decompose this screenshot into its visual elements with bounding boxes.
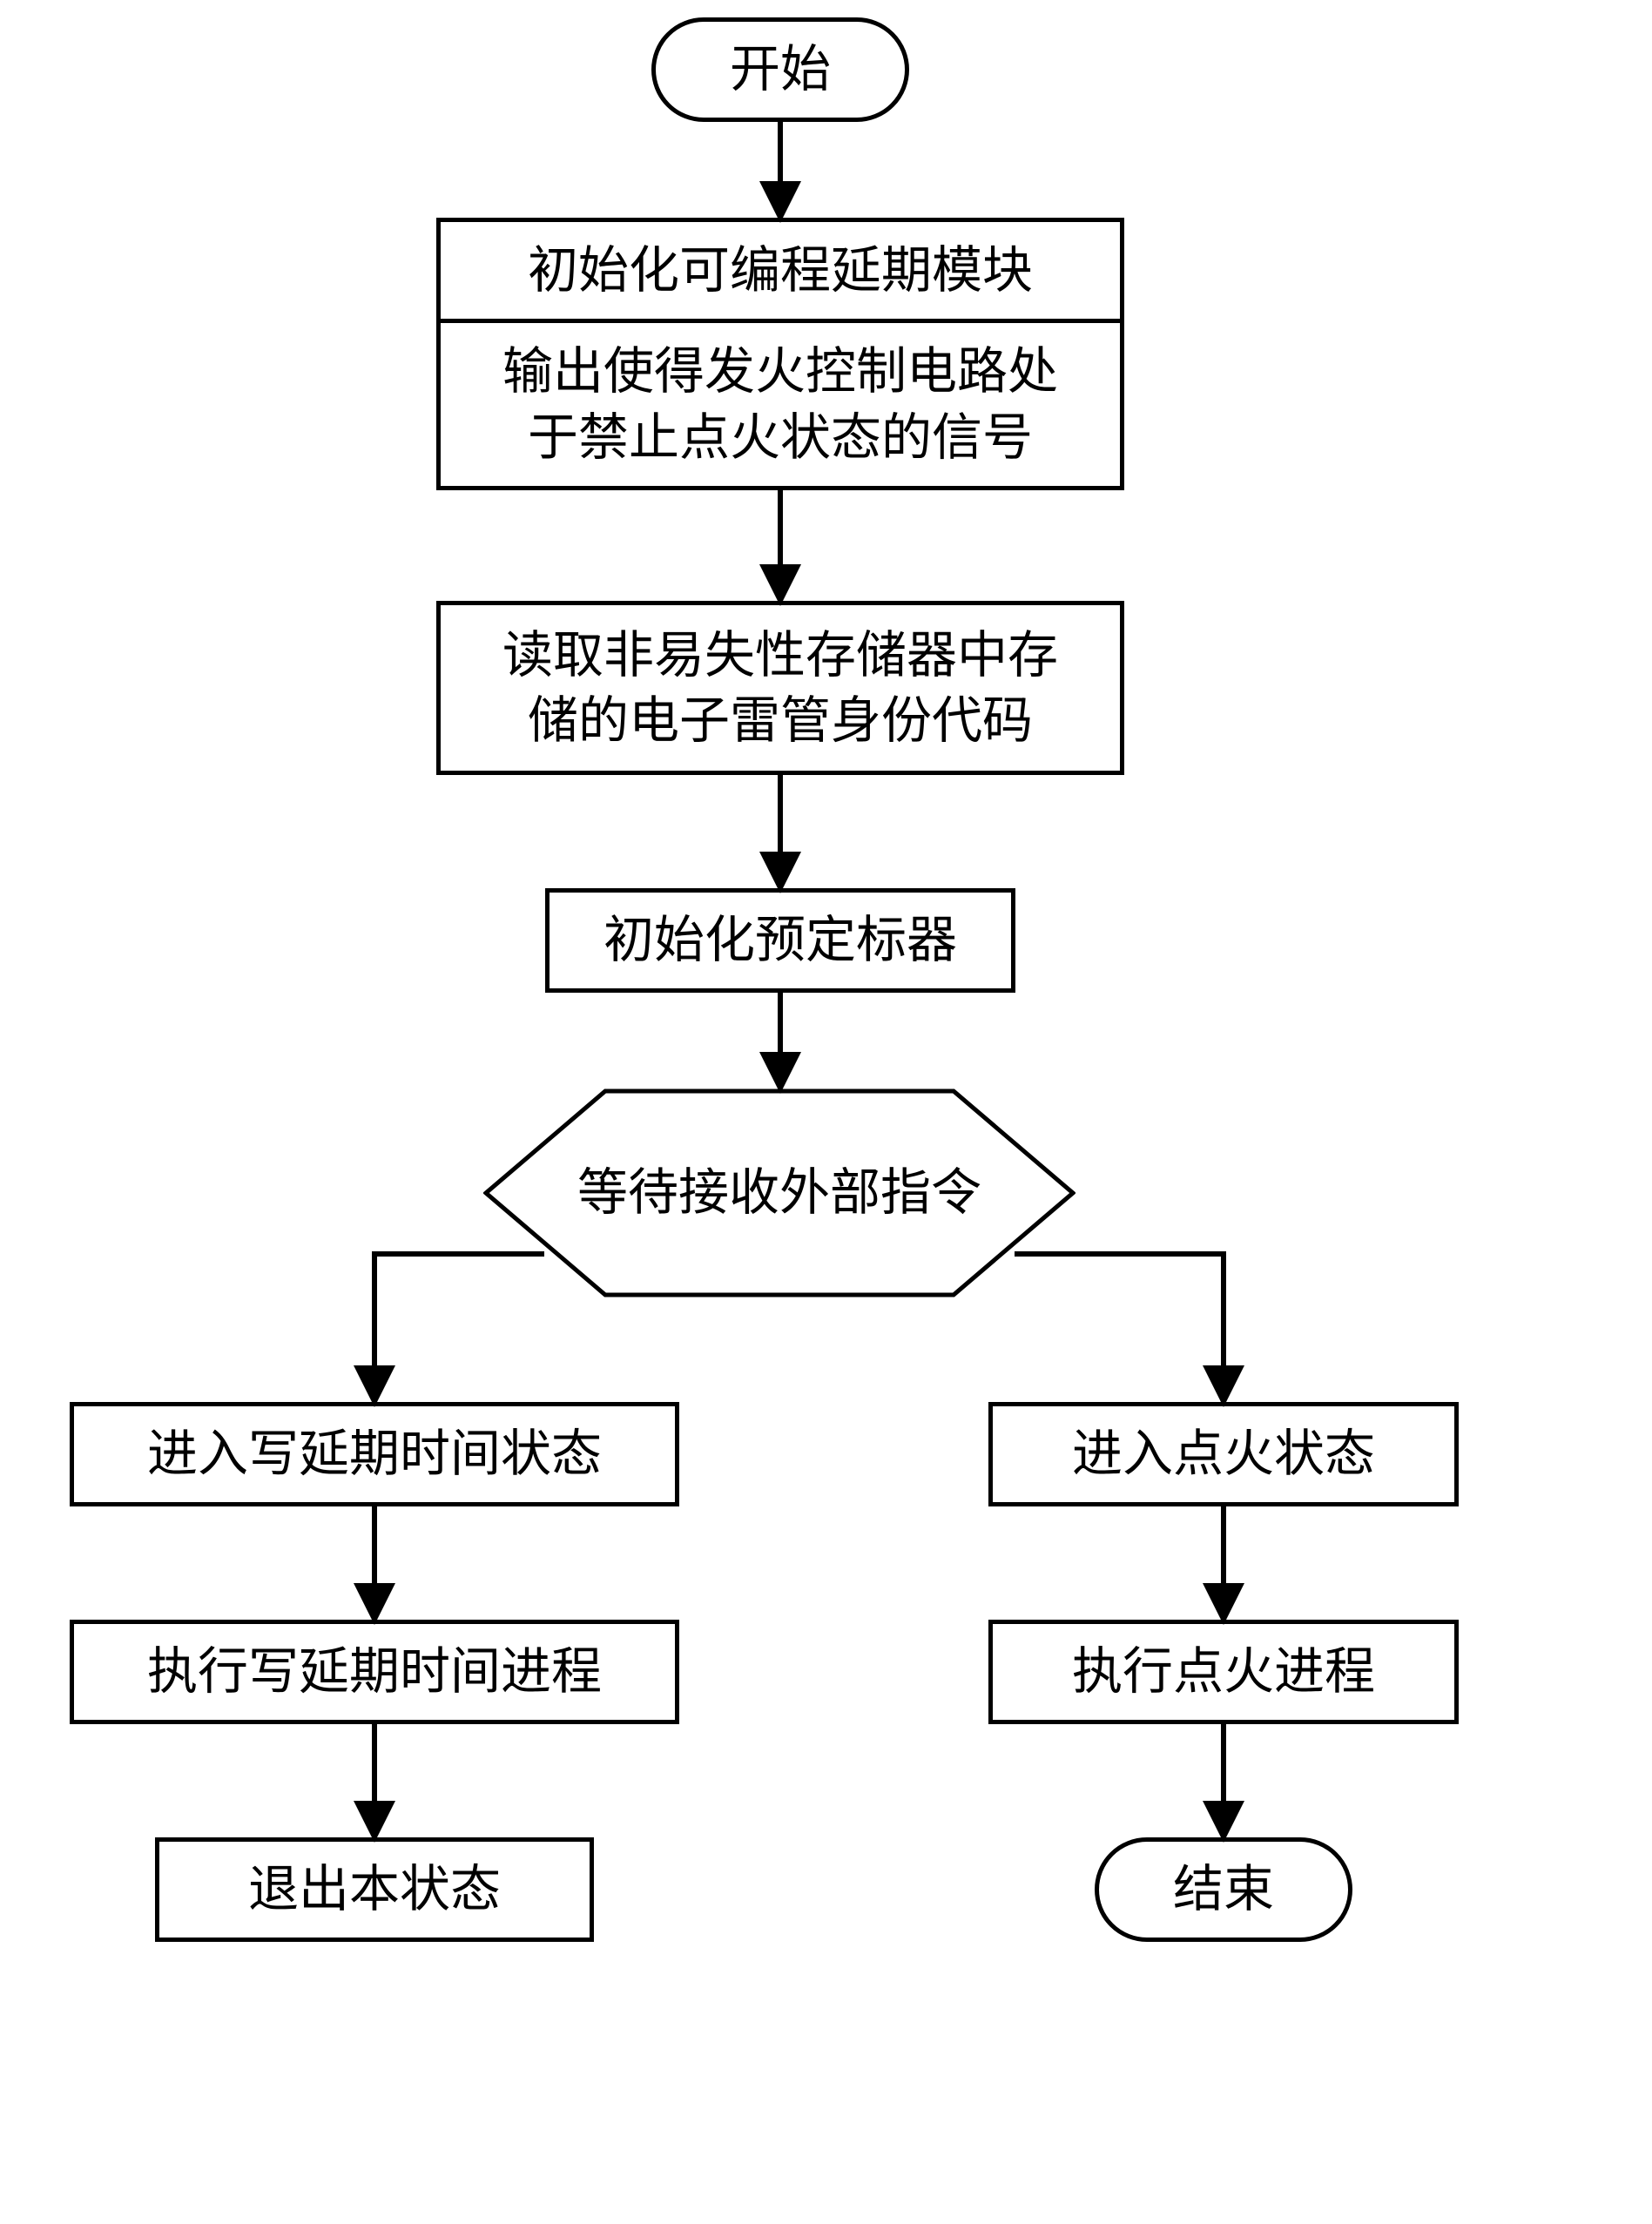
flow-output-signal: 输出使得发火控制电路处于禁止点火状态的信号 — [441, 323, 1120, 486]
flow-read-memory-label: 读取非易失性存储器中存储的电子雷管身份代码 — [502, 623, 1058, 754]
flow-exit-state-label: 退出本状态 — [248, 1857, 501, 1922]
flow-exec-write-delay: 执行写延期时间进程 — [70, 1620, 679, 1724]
flow-exec-ignition: 执行点火进程 — [988, 1620, 1459, 1724]
flow-enter-write-delay: 进入写延期时间状态 — [70, 1402, 679, 1506]
flow-enter-ignition-label: 进入点火状态 — [1072, 1421, 1375, 1486]
flow-init-scheduler-label: 初始化预定标器 — [603, 907, 957, 973]
flow-start: 开始 — [651, 17, 909, 122]
flow-read-memory: 读取非易失性存储器中存储的电子雷管身份代码 — [436, 601, 1124, 775]
flow-start-label: 开始 — [730, 37, 831, 102]
flow-exec-ignition-label: 执行点火进程 — [1072, 1639, 1375, 1704]
flow-output-signal-label: 输出使得发火控制电路处于禁止点火状态的信号 — [502, 339, 1058, 470]
flow-end: 结束 — [1095, 1837, 1352, 1942]
flow-enter-write-delay-label: 进入写延期时间状态 — [147, 1421, 602, 1486]
flow-end-label: 结束 — [1173, 1857, 1274, 1922]
flow-exit-state: 退出本状态 — [155, 1837, 594, 1942]
flow-enter-ignition: 进入点火状态 — [988, 1402, 1459, 1506]
flow-init-module: 初始化可编程延期模块 — [441, 222, 1120, 323]
flow-init-module-label: 初始化可编程延期模块 — [528, 238, 1033, 303]
flow-exec-write-delay-label: 执行写延期时间进程 — [147, 1639, 602, 1704]
flow-init-group: 初始化可编程延期模块 输出使得发火控制电路处于禁止点火状态的信号 — [436, 218, 1124, 490]
flow-init-scheduler: 初始化预定标器 — [545, 888, 1015, 993]
flow-wait-command-label: 等待接收外部指令 — [577, 1160, 981, 1225]
flow-wait-command: 等待接收外部指令 — [483, 1088, 1075, 1297]
